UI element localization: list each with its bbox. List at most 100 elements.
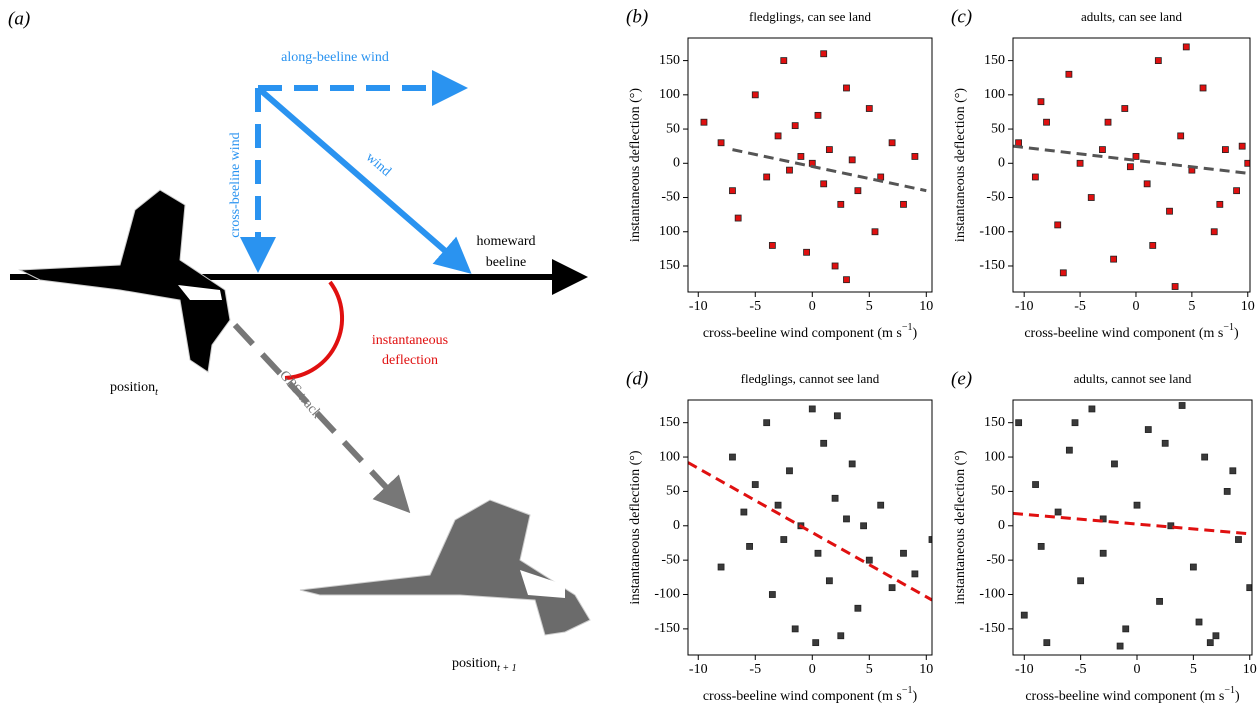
x-tick-label: -5	[1075, 662, 1087, 677]
point	[1111, 460, 1118, 468]
x-tick-label: 5	[866, 662, 873, 677]
panel-label: (b)	[626, 6, 648, 27]
point	[865, 556, 873, 564]
point	[843, 276, 850, 284]
point	[1132, 153, 1140, 160]
position-label: positiont + 1	[452, 656, 517, 674]
x-axis-label-text: cross-beeline wind component (m s	[703, 689, 902, 704]
x-axis-label-end: )	[913, 326, 918, 341]
x-axis-label-text: cross-beeline wind component (m s	[1025, 689, 1224, 704]
point	[814, 549, 822, 557]
point	[791, 122, 799, 130]
y-tick-label: 150	[659, 415, 680, 430]
bird-silhouette	[18, 189, 231, 373]
chart-title: fledglings, can see land	[749, 9, 872, 24]
point	[1222, 146, 1229, 153]
wind-label: wind	[363, 150, 394, 180]
point	[717, 563, 725, 571]
point	[1110, 255, 1118, 263]
point	[729, 187, 736, 195]
point	[1178, 402, 1186, 409]
x-tick-label: -10	[689, 299, 708, 314]
x-axis-label-end: )	[1235, 689, 1240, 704]
point	[1212, 632, 1220, 640]
point	[774, 501, 782, 509]
x-tick-label: 10	[919, 662, 933, 677]
point	[843, 515, 850, 523]
point	[1076, 159, 1084, 167]
point	[1020, 611, 1028, 619]
point	[1043, 639, 1051, 647]
x-tick-label: 0	[1132, 299, 1139, 314]
point	[1206, 639, 1214, 647]
panel-a: (a) along-beeline wind cross-beeline win…	[8, 8, 591, 674]
y-tick-label: 0	[998, 156, 1005, 171]
y-tick-label: -50	[986, 552, 1005, 567]
point	[871, 228, 879, 236]
panel-label: (a)	[8, 8, 30, 29]
x-tick-label: -5	[749, 299, 761, 314]
x-tick-label: 10	[1243, 662, 1257, 677]
point	[1171, 283, 1179, 290]
point	[831, 494, 839, 502]
y-tick-label: -150	[979, 258, 1005, 273]
y-tick-label: 100	[659, 87, 680, 102]
point	[825, 577, 833, 585]
y-tick-label: -150	[654, 621, 680, 636]
x-tick-label: 5	[1188, 299, 1195, 314]
point	[1195, 618, 1203, 626]
point	[825, 146, 833, 153]
point	[1015, 419, 1023, 427]
x-tick-label: 5	[866, 299, 873, 314]
position-label: positiont	[110, 380, 158, 398]
y-tick-label: 100	[659, 449, 680, 464]
bird-head	[520, 570, 565, 598]
point	[1235, 536, 1242, 543]
point	[734, 214, 742, 222]
x-tick-label: 0	[809, 299, 816, 314]
y-axis-label: instantaneous deflection (°)	[628, 88, 643, 242]
point	[1015, 139, 1022, 147]
point	[1199, 84, 1207, 92]
deflection-label: instantaneous	[372, 333, 448, 348]
point	[848, 460, 856, 468]
point	[751, 91, 759, 99]
point	[780, 536, 788, 543]
point	[1166, 207, 1173, 215]
y-axis-label: instantaneous deflection (°)	[953, 450, 968, 604]
deflection-arc	[284, 280, 345, 380]
bird-head	[178, 285, 222, 300]
beeline-label: beeline	[486, 255, 526, 270]
point	[1126, 163, 1134, 171]
panel-label: (d)	[626, 368, 648, 389]
point	[831, 262, 839, 270]
point	[1099, 515, 1107, 523]
point	[1116, 642, 1124, 650]
x-axis-label: cross-beeline wind component (m s−1)	[1025, 685, 1240, 704]
point	[797, 153, 805, 160]
point	[865, 105, 873, 112]
point	[1065, 70, 1073, 78]
point	[900, 200, 907, 208]
chart-title: adults, cannot see land	[1074, 371, 1192, 386]
plot-area	[1013, 43, 1250, 290]
y-tick-label: -50	[986, 190, 1005, 205]
point	[1244, 159, 1250, 167]
y-tick-label: 0	[673, 518, 680, 533]
point	[812, 639, 820, 647]
point	[820, 180, 828, 188]
point	[911, 153, 919, 160]
point	[1156, 597, 1163, 605]
point	[1077, 577, 1085, 585]
fit-line	[732, 148, 927, 193]
y-tick-label: -100	[654, 587, 680, 602]
point	[837, 200, 845, 208]
point	[877, 501, 885, 509]
y-tick-label: 100	[984, 449, 1005, 464]
x-axis-label: cross-beeline wind component (m s−1)	[703, 322, 918, 341]
plot-area	[700, 50, 927, 284]
point	[900, 549, 907, 557]
x-axis-label-end: )	[913, 689, 918, 704]
x-tick-label: 5	[1190, 662, 1197, 677]
x-axis-label-text: cross-beeline wind component (m s	[1024, 326, 1223, 341]
